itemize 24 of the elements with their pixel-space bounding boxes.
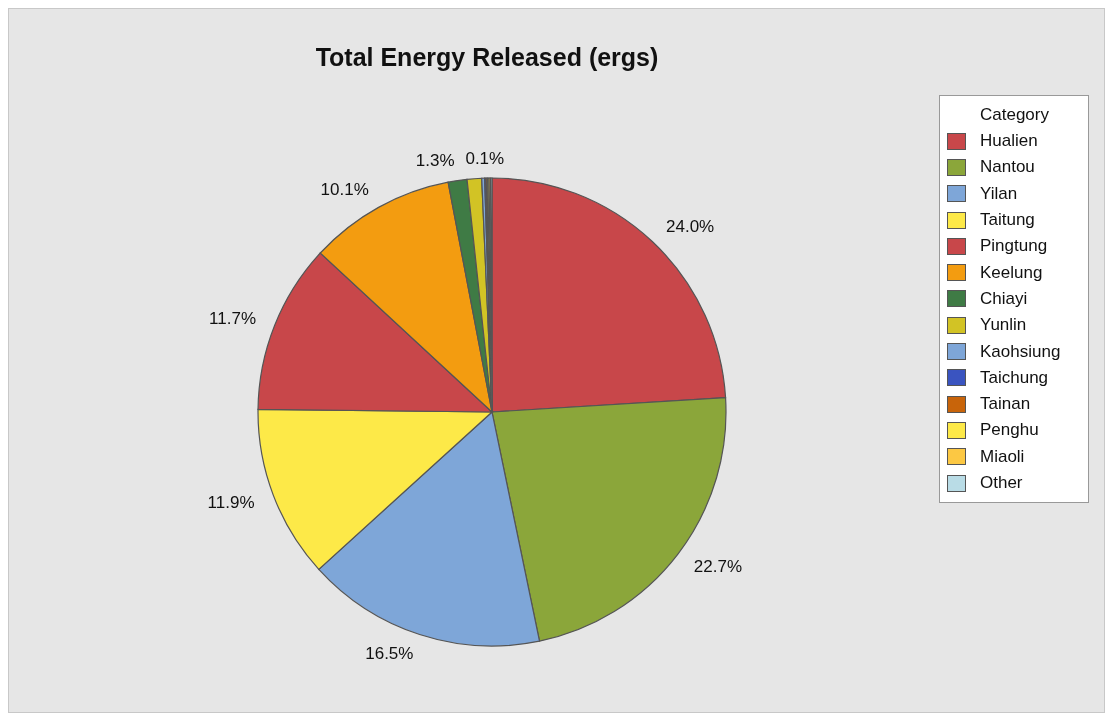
legend-label: Taitung — [980, 210, 1035, 231]
legend-label: Yilan — [980, 183, 1018, 204]
legend-label: Miaoli — [980, 446, 1025, 467]
data-label: 0.1% — [465, 148, 505, 168]
legend-label: Kaohsiung — [980, 341, 1061, 362]
data-label: 24.0% — [666, 217, 715, 237]
legend-label: Other — [980, 473, 1023, 493]
data-label: 1.3% — [415, 151, 455, 171]
data-label: 16.5% — [365, 644, 414, 664]
legend-label: Tainan — [980, 394, 1031, 415]
legend-label: Pingtung — [980, 236, 1048, 257]
legend-label: Penghu — [980, 420, 1039, 441]
legend-title: Category — [979, 104, 1050, 126]
legend-label: Nantou — [980, 157, 1035, 178]
legend-label: Chiayi — [980, 288, 1028, 309]
legend-label: Taichung — [980, 367, 1049, 388]
data-label: 11.7% — [209, 308, 257, 328]
legend-label: Hualien — [980, 131, 1038, 152]
data-label: 22.7% — [693, 556, 743, 576]
data-label: 10.1% — [320, 180, 369, 200]
data-label: 11.9% — [207, 492, 255, 512]
chart-title: Total Energy Released (ergs) — [314, 42, 660, 72]
legend-label: Keelung — [980, 262, 1043, 283]
legend-label: Yunlin — [980, 315, 1027, 336]
